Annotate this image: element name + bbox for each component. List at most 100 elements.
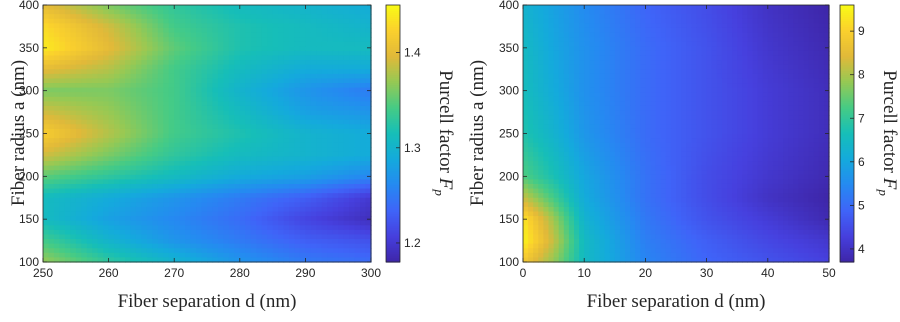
heatmap-cell — [114, 73, 121, 80]
heatmap-cell — [196, 96, 203, 102]
colorbar-swatch — [386, 209, 400, 213]
heatmap-cell — [681, 50, 687, 57]
heatmap-cell — [261, 239, 268, 245]
colorbar-swatch — [386, 221, 400, 225]
heatmap-cell — [310, 257, 317, 263]
heatmap-cell — [228, 87, 235, 93]
heatmap-cell — [327, 257, 334, 263]
heatmap-cell — [660, 83, 667, 89]
heatmap-cell — [660, 87, 667, 93]
heatmap-cell — [59, 87, 66, 93]
heatmap-cell — [97, 174, 104, 180]
heatmap-cell — [299, 248, 306, 254]
heatmap-cell — [168, 14, 175, 20]
heatmap-cell — [299, 27, 306, 34]
heatmap-cell — [299, 234, 306, 240]
heatmap-cell — [767, 105, 774, 112]
heatmap-cell — [742, 110, 748, 116]
heatmap-cell — [196, 211, 203, 217]
heatmap-cell — [332, 69, 339, 75]
heatmap-cell — [125, 60, 132, 66]
colorbar-swatch — [386, 259, 400, 263]
heatmap-cell — [179, 193, 186, 199]
heatmap-cell — [310, 220, 317, 226]
heatmap-cell — [256, 161, 263, 167]
heatmap-cell — [168, 101, 175, 107]
heatmap-cell — [278, 128, 285, 135]
heatmap-cell — [360, 211, 367, 217]
heatmap-cell — [86, 193, 93, 199]
heatmap-cell — [716, 78, 723, 84]
heatmap-cell — [305, 124, 312, 130]
colorbar-swatch — [386, 111, 400, 115]
heatmap-cell — [614, 69, 621, 75]
heatmap-cell — [267, 206, 274, 213]
heatmap-cell — [92, 64, 99, 70]
heatmap-cell — [234, 101, 241, 107]
heatmap-cell — [640, 23, 646, 29]
heatmap-cell — [783, 73, 789, 80]
heatmap-cell — [310, 243, 317, 249]
heatmap-cell — [212, 128, 219, 135]
heatmap-cell — [190, 128, 197, 135]
heatmap-cell — [823, 60, 830, 66]
heatmap-cell — [70, 142, 77, 148]
heatmap-cell — [721, 64, 728, 70]
heatmap-cell — [823, 87, 830, 93]
heatmap-cell — [338, 69, 345, 75]
heatmap-cell — [43, 243, 50, 249]
heatmap-cell — [528, 110, 534, 116]
heatmap-cell — [813, 23, 820, 29]
heatmap-cell — [75, 229, 82, 236]
heatmap-cell — [691, 87, 697, 93]
heatmap-cell — [338, 257, 345, 263]
colorbar-swatch — [386, 73, 400, 76]
heatmap-cell — [604, 96, 611, 102]
heatmap-cell — [125, 115, 132, 121]
heatmap-cell — [81, 110, 88, 116]
heatmap-cell — [64, 83, 71, 89]
heatmap-cell — [283, 142, 290, 148]
heatmap-cell — [81, 50, 88, 57]
heatmap-cell — [635, 87, 641, 93]
heatmap-cell — [152, 124, 159, 130]
heatmap-cell — [239, 243, 246, 249]
heatmap-cell — [278, 5, 285, 11]
heatmap-cell — [523, 96, 529, 102]
heatmap-cell — [207, 92, 214, 98]
heatmap-cell — [185, 41, 192, 47]
heatmap-cell — [316, 37, 323, 43]
heatmap-cell — [294, 18, 301, 24]
heatmap-cell — [533, 5, 539, 11]
heatmap-cell — [168, 50, 175, 57]
colorbar-swatch — [386, 179, 400, 183]
heatmap-cell — [354, 206, 361, 213]
heatmap-cell — [114, 64, 121, 70]
heatmap-cell — [283, 151, 290, 158]
heatmap-cell — [332, 197, 339, 203]
heatmap-cell — [114, 115, 121, 121]
heatmap-cell — [245, 55, 252, 61]
heatmap-cell — [174, 23, 181, 29]
heatmap-cell — [59, 55, 66, 61]
heatmap-cell — [86, 206, 93, 213]
heatmap-cell — [86, 23, 93, 29]
heatmap-cell — [716, 5, 723, 11]
heatmap-cell — [234, 27, 241, 34]
heatmap-cell — [568, 27, 575, 34]
heatmap-cell — [163, 105, 170, 112]
heatmap-cell — [299, 69, 306, 75]
heatmap-cell — [360, 142, 367, 148]
heatmap-cell — [645, 18, 652, 24]
heatmap-cell — [283, 239, 290, 245]
heatmap-cell — [332, 161, 339, 167]
heatmap-cell — [803, 23, 810, 29]
heatmap-cell — [190, 151, 197, 158]
heatmap-cell — [594, 96, 601, 102]
heatmap-cell — [354, 41, 361, 47]
heatmap-cell — [190, 234, 197, 240]
heatmap-cell — [272, 128, 279, 135]
heatmap-cell — [278, 92, 285, 98]
heatmap-cell — [630, 83, 636, 89]
heatmap-cell — [81, 202, 88, 208]
